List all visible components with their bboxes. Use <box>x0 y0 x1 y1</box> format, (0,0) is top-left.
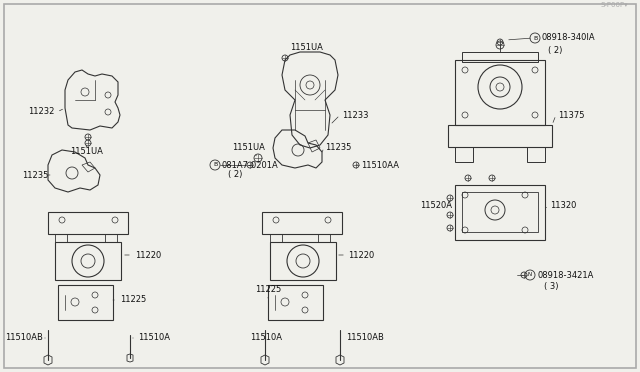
Text: 08918-3421A: 08918-3421A <box>537 270 593 279</box>
Text: 1151UA: 1151UA <box>70 148 103 157</box>
Text: ( 2): ( 2) <box>548 45 563 55</box>
Text: S-P00P▾: S-P00P▾ <box>600 2 628 8</box>
Text: 081A7-0201A: 081A7-0201A <box>222 160 279 170</box>
Text: 1151UA: 1151UA <box>232 144 265 153</box>
Text: ( 2): ( 2) <box>228 170 243 180</box>
Bar <box>55 234 67 242</box>
Text: 11510A: 11510A <box>250 334 282 343</box>
Text: 11510A: 11510A <box>138 334 170 343</box>
Text: 1151UA: 1151UA <box>290 44 323 52</box>
Bar <box>270 242 336 280</box>
Bar <box>455 185 545 240</box>
Bar <box>262 212 342 234</box>
Text: 11235: 11235 <box>325 144 351 153</box>
Bar <box>58 285 113 320</box>
Bar <box>48 212 128 234</box>
Text: 11232: 11232 <box>28 108 54 116</box>
Bar <box>318 234 330 242</box>
Bar <box>105 234 117 242</box>
Text: 11220: 11220 <box>135 250 161 260</box>
Text: 11235: 11235 <box>22 170 49 180</box>
Text: 11225: 11225 <box>120 295 147 305</box>
Bar <box>462 192 538 232</box>
Text: 11320: 11320 <box>550 201 577 209</box>
Text: 11233: 11233 <box>342 110 369 119</box>
Text: ( 3): ( 3) <box>544 282 559 292</box>
Text: 11510AB: 11510AB <box>346 334 384 343</box>
Text: 11510AB: 11510AB <box>5 334 43 343</box>
Text: 11225: 11225 <box>255 285 281 295</box>
Bar <box>55 242 121 280</box>
Bar <box>527 147 545 162</box>
Text: 08918-340IA: 08918-340IA <box>542 33 596 42</box>
Text: 11375: 11375 <box>558 110 584 119</box>
Text: 11510AA: 11510AA <box>361 160 399 170</box>
Bar <box>455 147 473 162</box>
Text: N: N <box>528 273 532 278</box>
Bar <box>462 52 538 62</box>
Text: B: B <box>213 163 217 167</box>
Text: B: B <box>533 35 537 41</box>
Text: 11220: 11220 <box>348 250 374 260</box>
Bar <box>455 60 545 125</box>
Bar <box>448 125 552 147</box>
Bar <box>268 285 323 320</box>
Bar <box>270 234 282 242</box>
Text: 11520A: 11520A <box>420 201 452 209</box>
